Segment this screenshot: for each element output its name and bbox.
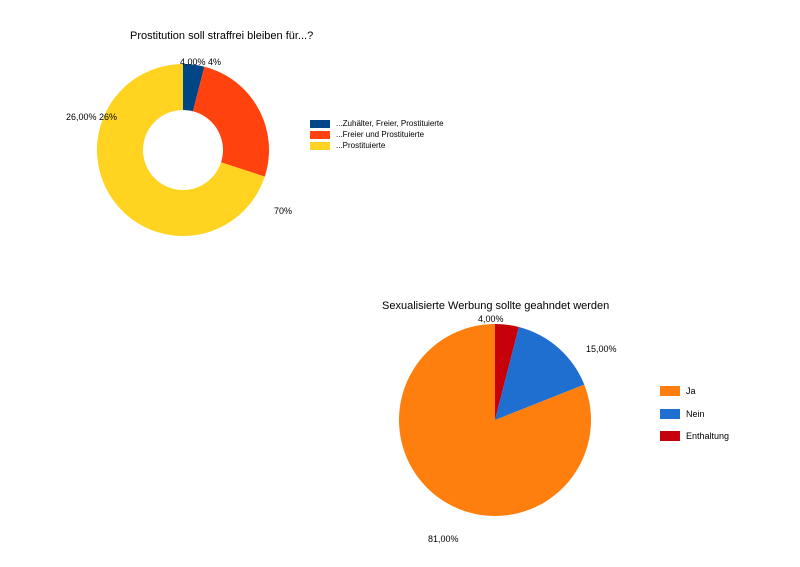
legend-swatch (310, 142, 330, 150)
chart2-legend-item-1: Nein (660, 408, 729, 421)
legend-swatch (310, 131, 330, 139)
chart2-legend-item-2: Enthaltung (660, 430, 729, 443)
chart1-label-2: 70% (274, 206, 292, 216)
legend-label: ...Zuhälter, Freier, Prostituierte (336, 118, 444, 129)
chart2-label-1: 15,00% (586, 344, 617, 354)
chart1-legend-item-2: ...Prostituierte (310, 140, 444, 151)
chart2-legend-item-0: Ja (660, 385, 729, 398)
chart1-label-1: 26,00% 26% (66, 112, 117, 122)
chart2-legend: Ja Nein Enthaltung (660, 385, 729, 453)
chart1-legend-item-1: ...Freier und Prostituierte (310, 129, 444, 140)
chart2-label-2: 81,00% (428, 534, 459, 544)
legend-swatch (660, 431, 680, 441)
chart2-label-0: 4,00% (478, 314, 504, 324)
donut-hole (143, 110, 223, 190)
legend-label: Enthaltung (686, 430, 729, 443)
chart2-title: Sexualisierte Werbung sollte geahndet we… (382, 300, 609, 312)
pie-chart (389, 314, 601, 526)
chart1-legend: ...Zuhälter, Freier, Prostituierte...Fre… (310, 118, 444, 152)
legend-swatch (660, 409, 680, 419)
legend-label: Ja (686, 385, 696, 398)
legend-label: Nein (686, 408, 705, 421)
donut-chart (87, 54, 279, 246)
legend-label: ...Prostituierte (336, 140, 385, 151)
chart1-title: Prostitution soll straffrei bleiben für.… (130, 30, 313, 42)
chart1-legend-item-0: ...Zuhälter, Freier, Prostituierte (310, 118, 444, 129)
legend-swatch (310, 120, 330, 128)
chart1-label-0: 4,00% 4% (180, 57, 221, 67)
legend-swatch (660, 386, 680, 396)
legend-label: ...Freier und Prostituierte (336, 129, 424, 140)
